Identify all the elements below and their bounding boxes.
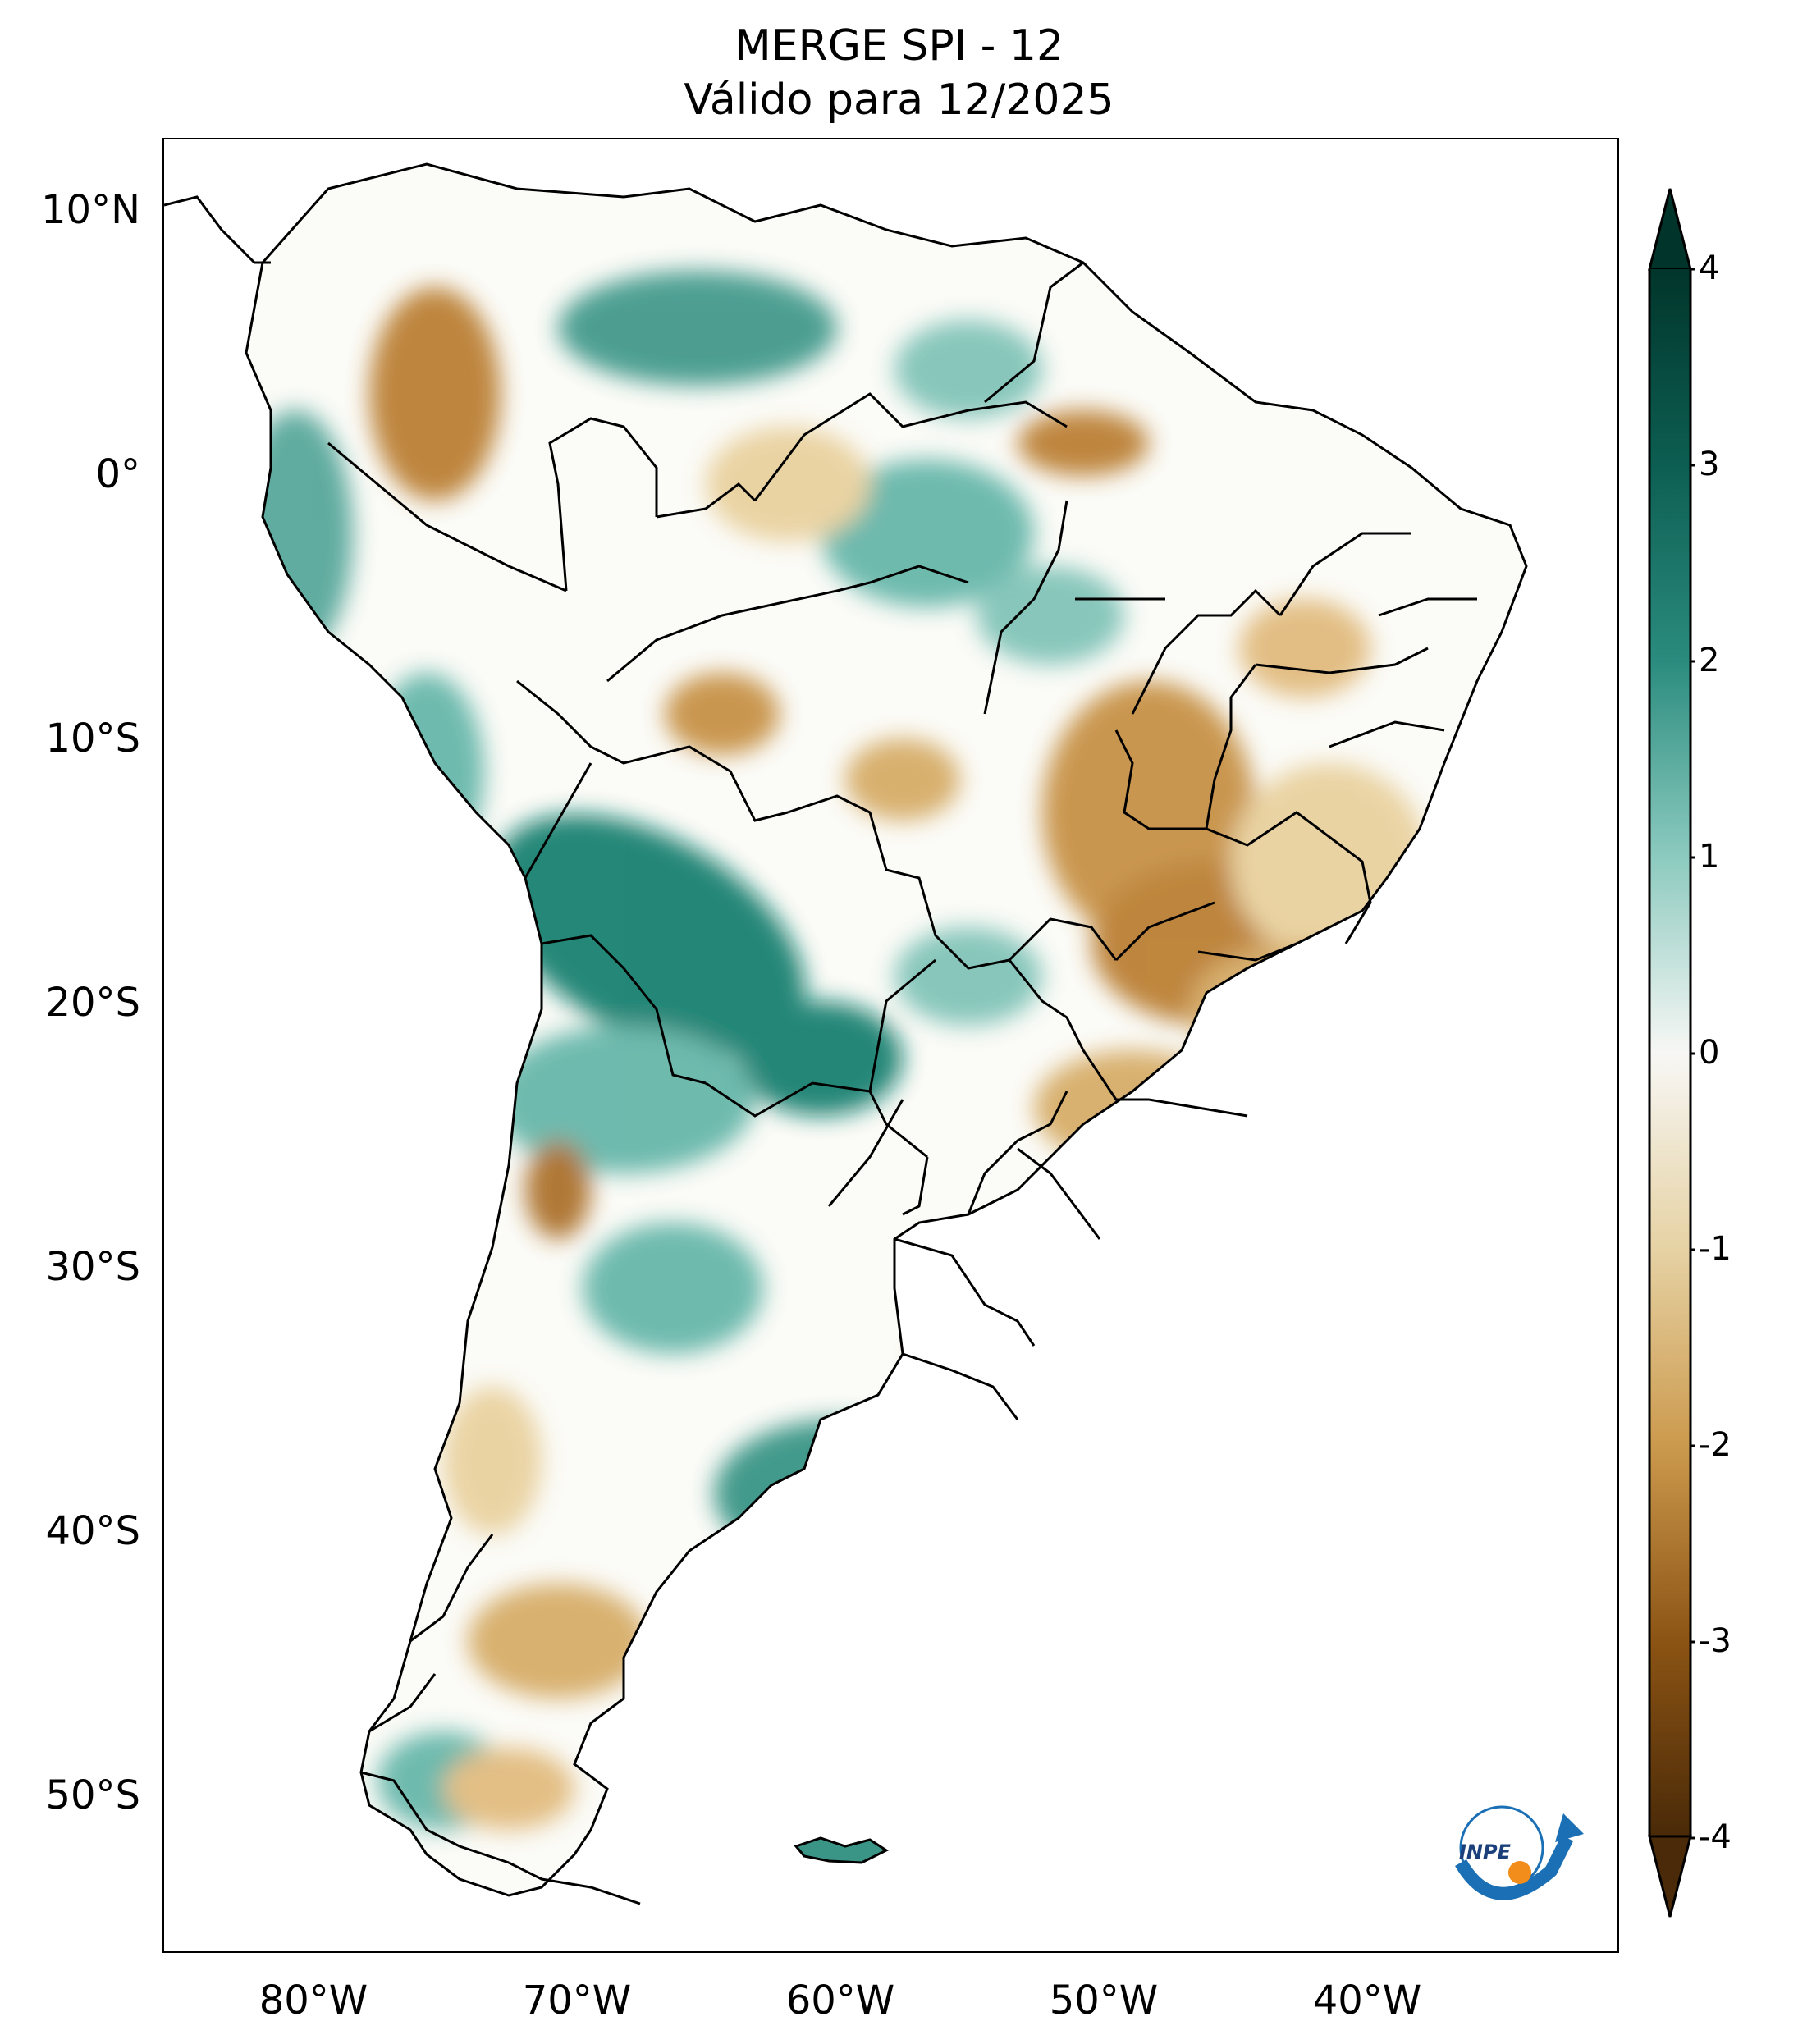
- colorbar-gradient: [1649, 269, 1690, 1836]
- inpe-logo-icon: INPE: [1455, 1805, 1584, 1900]
- falkland-islands: [794, 1836, 890, 1864]
- lon-tick-label: 40°W: [1312, 1978, 1422, 2023]
- lat-tick-label: 30°S: [45, 1244, 140, 1290]
- lat-tick-label: 0°: [95, 451, 140, 497]
- map-title: MERGE SPI - 12: [734, 21, 1064, 71]
- colorbar-tick-label: -3: [1699, 1622, 1732, 1660]
- colorbar-extend-top: [1648, 188, 1692, 271]
- colorbar-tick-label: -4: [1699, 1818, 1732, 1856]
- lat-tick-label: 40°S: [45, 1508, 140, 1554]
- lat-tick-label: 50°S: [45, 1772, 140, 1818]
- colorbar-extend-bottom: [1648, 1835, 1692, 1918]
- colorbar-tick-label: 4: [1699, 249, 1720, 287]
- logo-text: INPE: [1459, 1841, 1512, 1863]
- lat-tick-label: 10°S: [45, 716, 140, 761]
- colorbar-tick-label: 0: [1699, 1034, 1720, 1072]
- country-borders: [164, 162, 1528, 1905]
- map-subtitle: Válido para 12/2025: [684, 75, 1114, 125]
- colorbar-tick-label: 3: [1699, 446, 1720, 483]
- spi-map: [164, 162, 1528, 1905]
- lon-tick-label: 80°W: [258, 1978, 368, 2023]
- map-panel: [162, 138, 1619, 1953]
- colorbar-tick-label: -2: [1699, 1426, 1732, 1464]
- colorbar-tick-label: 2: [1699, 642, 1720, 679]
- colorbar-tick-label: 1: [1699, 838, 1720, 876]
- lon-tick-label: 70°W: [522, 1978, 632, 2023]
- colorbar-tick-label: -1: [1699, 1230, 1732, 1268]
- colorbar: [1648, 188, 1695, 1918]
- lat-tick-label: 10°N: [41, 187, 140, 233]
- lon-tick-label: 60°W: [785, 1978, 895, 2023]
- lon-tick-label: 50°W: [1049, 1978, 1159, 2023]
- lat-tick-label: 20°S: [45, 980, 140, 1026]
